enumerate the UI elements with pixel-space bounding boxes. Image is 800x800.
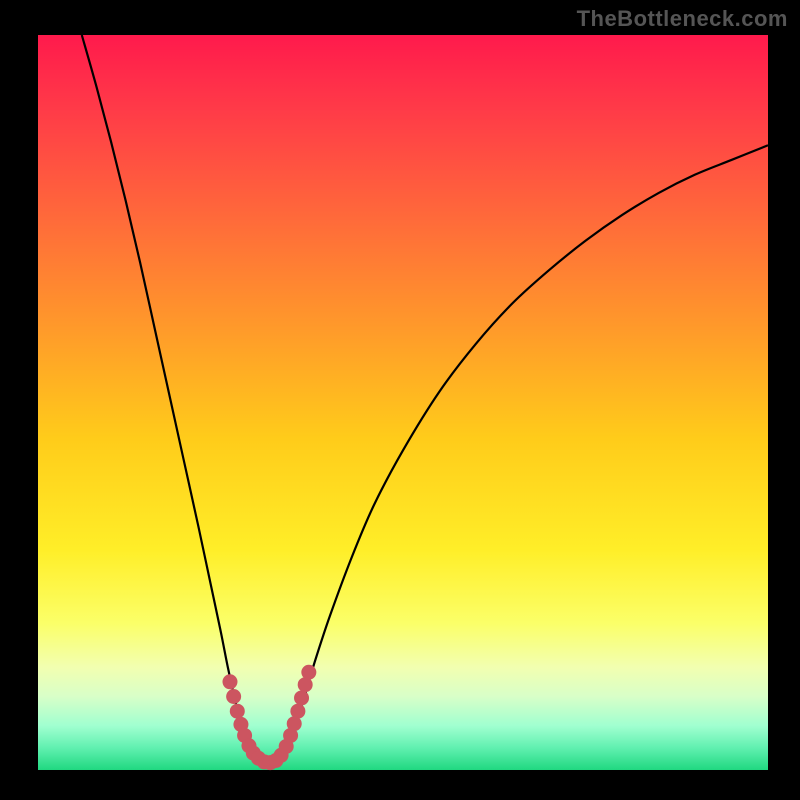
marker-point <box>230 704 245 719</box>
marker-point <box>294 690 309 705</box>
plot-background <box>38 35 768 770</box>
marker-point <box>226 689 241 704</box>
marker-point <box>222 674 237 689</box>
marker-point <box>301 665 316 680</box>
marker-point <box>290 704 305 719</box>
chart-container: TheBottleneck.com <box>0 0 800 800</box>
watermark-text: TheBottleneck.com <box>577 6 788 32</box>
bottleneck-chart <box>0 0 800 800</box>
